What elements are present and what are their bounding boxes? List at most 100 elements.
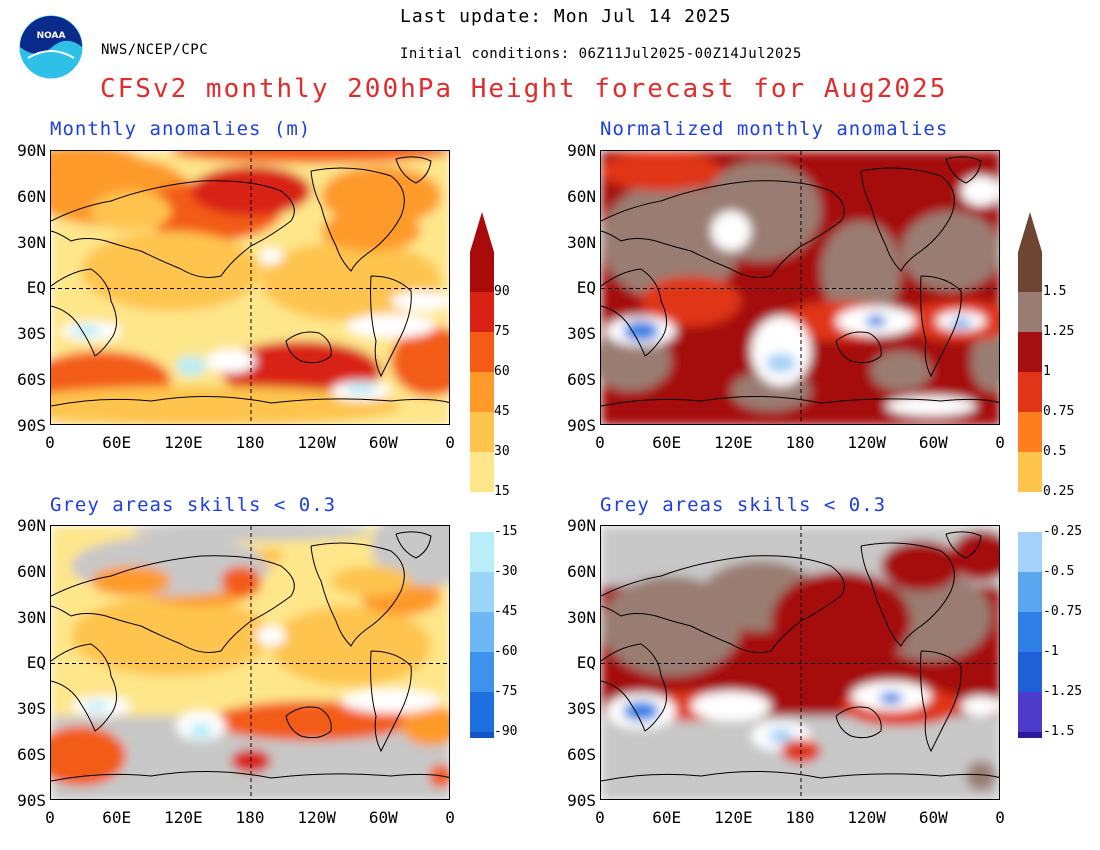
- coastline: [835, 706, 882, 739]
- normalized-contour: [871, 351, 931, 391]
- coastline: [51, 395, 449, 407]
- longitude-label: 0: [445, 808, 455, 827]
- anomaly-contour: [221, 566, 261, 596]
- coastline: [51, 770, 449, 782]
- anomaly-contour: [51, 726, 126, 786]
- coastline: [310, 167, 405, 272]
- colorbar-arrow-top: [1018, 212, 1042, 252]
- near-zero-contour: [961, 696, 999, 716]
- longitude-label: 120E: [164, 433, 203, 452]
- latitude-label: EQ: [26, 278, 46, 298]
- colorbar-swatch: [1018, 572, 1042, 612]
- longitude-label: 120W: [847, 808, 886, 827]
- anomaly-contour: [71, 596, 271, 676]
- normalized-contour: [951, 531, 999, 581]
- noaa-logo: NOAA: [18, 14, 84, 80]
- negative-anomaly-contour: [866, 315, 886, 327]
- colorbar-label: 1: [1043, 364, 1051, 379]
- colorbar-label: 75: [494, 324, 510, 339]
- near-zero-contour: [711, 211, 751, 251]
- map-panel-anomalies: [50, 150, 450, 425]
- colorbar-right: [1018, 212, 1042, 772]
- negative-anomaly-contour: [951, 318, 971, 328]
- anomaly-contour: [391, 326, 449, 396]
- near-zero-contour: [259, 248, 283, 264]
- coastline: [835, 331, 882, 364]
- coastline: [370, 650, 412, 753]
- longitude-label: 0: [445, 433, 455, 452]
- anomaly-contour: [401, 706, 449, 746]
- colorbar-label: 15: [494, 484, 510, 499]
- colorbar-swatch: [1018, 452, 1042, 492]
- longitude-label: 120W: [847, 433, 886, 452]
- near-zero-contour: [751, 316, 811, 386]
- coastline: [285, 331, 332, 364]
- colorbar-label: -0.75: [1043, 604, 1083, 619]
- colorbar-label: -0.5: [1043, 564, 1075, 579]
- map-panel-anomalies-skill-masked: [50, 525, 450, 800]
- colorbar-label: -15: [494, 524, 518, 539]
- coastline: [51, 268, 117, 357]
- normalized-contour: [601, 331, 671, 391]
- colorbar-swatch: [470, 372, 494, 412]
- negative-anomaly-contour: [766, 353, 796, 373]
- longitude-label: 180: [235, 433, 265, 452]
- latitude-label: 90S: [17, 790, 46, 810]
- anomaly-contour: [51, 151, 141, 176]
- longitude-label: 180: [235, 808, 265, 827]
- colorbar-swatch: [470, 652, 494, 692]
- longitude-label: 60E: [652, 808, 682, 827]
- colorbar-swatch: [470, 292, 494, 332]
- colorbar-swatch: [1018, 412, 1042, 452]
- last-update: Last update: Mon Jul 14 2025: [400, 6, 732, 27]
- anomaly-contour: [51, 386, 401, 424]
- colorbar-label: 60: [494, 364, 510, 379]
- colorbar-swatch: [470, 332, 494, 372]
- near-zero-contour: [691, 691, 771, 721]
- colorbar-swatch: [1018, 692, 1042, 732]
- latitude-label: 30S: [567, 699, 596, 719]
- panel-title-top-right: Normalized monthly anomalies: [600, 118, 949, 140]
- latitude-label: EQ: [26, 653, 46, 673]
- latitude-label: 90N: [567, 516, 596, 535]
- longitude-label: 180: [785, 808, 815, 827]
- near-zero-contour: [886, 396, 976, 416]
- longitude-label: 0: [45, 433, 55, 452]
- colorbar-label: -1.25: [1043, 684, 1083, 699]
- colorbar-label: 0.5: [1043, 444, 1067, 459]
- panel-title-top-left: Monthly anomalies (m): [50, 118, 312, 140]
- latitude-label: 90S: [17, 415, 46, 435]
- colorbar-swatch: [470, 732, 494, 772]
- normalized-contour: [821, 221, 901, 321]
- latitude-label: 60S: [17, 745, 46, 764]
- latitude-label: 30S: [17, 699, 46, 719]
- coastline: [920, 650, 962, 753]
- initial-conditions: Initial conditions: 06Z11Jul2025-00Z14Ju…: [400, 46, 802, 62]
- colorbar-label: -60: [494, 644, 518, 659]
- colorbar-label: -1.5: [1043, 724, 1075, 739]
- normalized-contour: [901, 211, 999, 291]
- longitude-label: 60W: [368, 808, 398, 827]
- colorbar-label: 90: [494, 284, 510, 299]
- coastline: [945, 156, 982, 184]
- latitude-label: 60N: [567, 561, 596, 581]
- coastline: [601, 268, 667, 357]
- longitude-label: 120W: [297, 433, 336, 452]
- latitude-label: 30N: [17, 232, 46, 252]
- panel-title-bottom-right: Grey areas skills < 0.3: [600, 494, 887, 516]
- near-zero-contour: [346, 314, 436, 338]
- latitude-label: 60S: [567, 745, 596, 764]
- colorbar-swatch: [470, 692, 494, 732]
- colorbar-swatch: [1018, 252, 1042, 292]
- colorbar-label: 30: [494, 444, 510, 459]
- latitude-label: 90S: [567, 415, 596, 435]
- longitude-label: 60W: [918, 808, 948, 827]
- near-zero-contour: [341, 689, 441, 713]
- negative-anomaly-contour: [84, 701, 108, 711]
- colorbar-swatch: [1018, 372, 1042, 412]
- map-panel-normalized-skill-masked: [600, 525, 1000, 800]
- coastline: [601, 395, 999, 407]
- negative-anomaly-contour: [176, 356, 206, 376]
- colorbar-swatch: [470, 252, 494, 292]
- colorbar-label: -0.25: [1043, 524, 1083, 539]
